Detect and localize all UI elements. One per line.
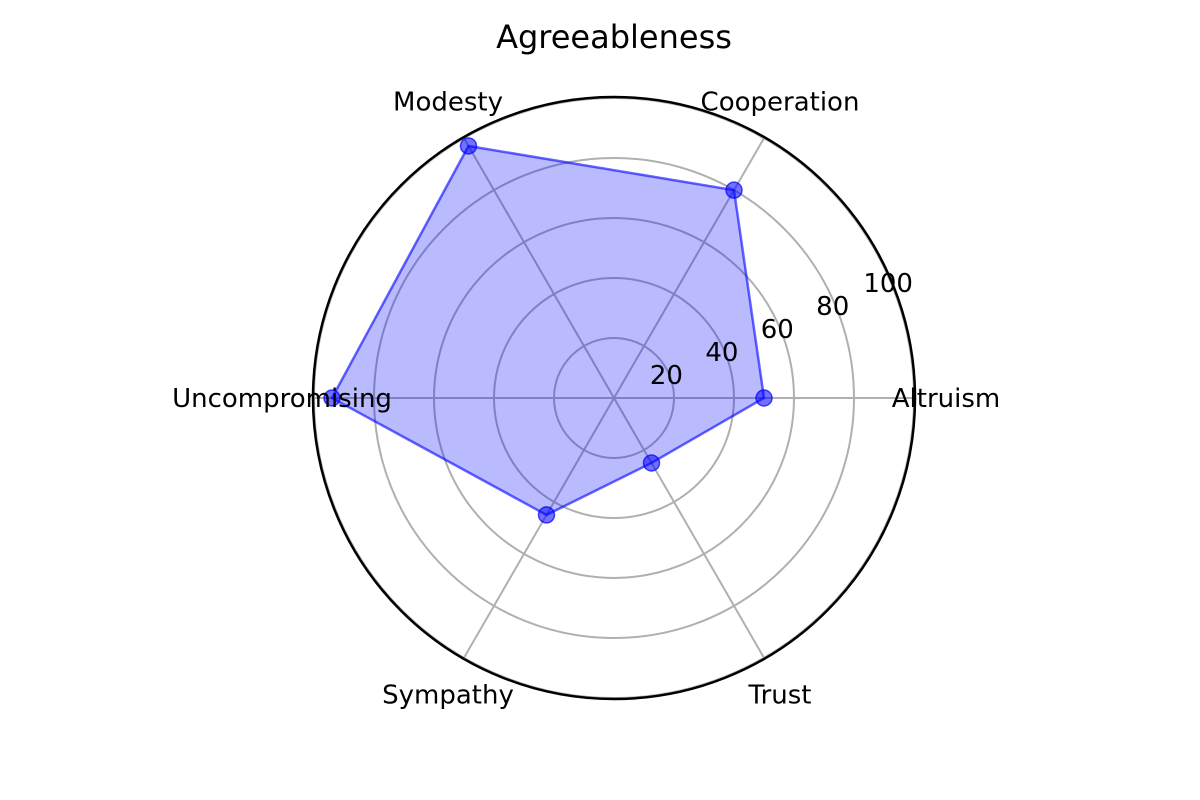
series-layer [323, 137, 773, 524]
category-label-cooperation: Cooperation [701, 87, 860, 117]
category-label-altruism: Altruism [892, 384, 1000, 414]
data-point-sympathy [537, 506, 556, 524]
polar-outline [311, 95, 917, 701]
radial-tick-label-60: 60 [761, 315, 794, 345]
chart-title: Agreeableness [496, 18, 732, 56]
category-label-uncompromising: Uncompromising [172, 384, 392, 414]
data-point-trust [642, 454, 661, 472]
data-point-altruism [755, 389, 773, 407]
grid-spokes [314, 137, 914, 659]
data-point-modesty [459, 137, 478, 155]
data-point-uncompromising [323, 389, 341, 407]
spoke-modesty [463, 137, 615, 399]
spoke-trust [613, 397, 765, 659]
radial-tick-label-80: 80 [816, 292, 849, 322]
category-label-sympathy: Sympathy [382, 681, 514, 711]
radial-tick-label-40: 40 [705, 338, 738, 368]
radial-tick-label-20: 20 [650, 361, 683, 391]
spoke-sympathy [463, 397, 615, 659]
spoke-cooperation [613, 137, 765, 399]
radial-tick-labels: 20 40 60 80 100 [650, 269, 913, 391]
category-label-trust: Trust [748, 681, 812, 711]
category-label-modesty: Modesty [393, 87, 503, 117]
category-labels: Altruism Cooperation Modesty Uncompromising… [172, 87, 1000, 710]
radial-tick-label-100: 100 [863, 269, 913, 299]
series-area [332, 145, 764, 515]
data-point-cooperation [725, 181, 743, 199]
